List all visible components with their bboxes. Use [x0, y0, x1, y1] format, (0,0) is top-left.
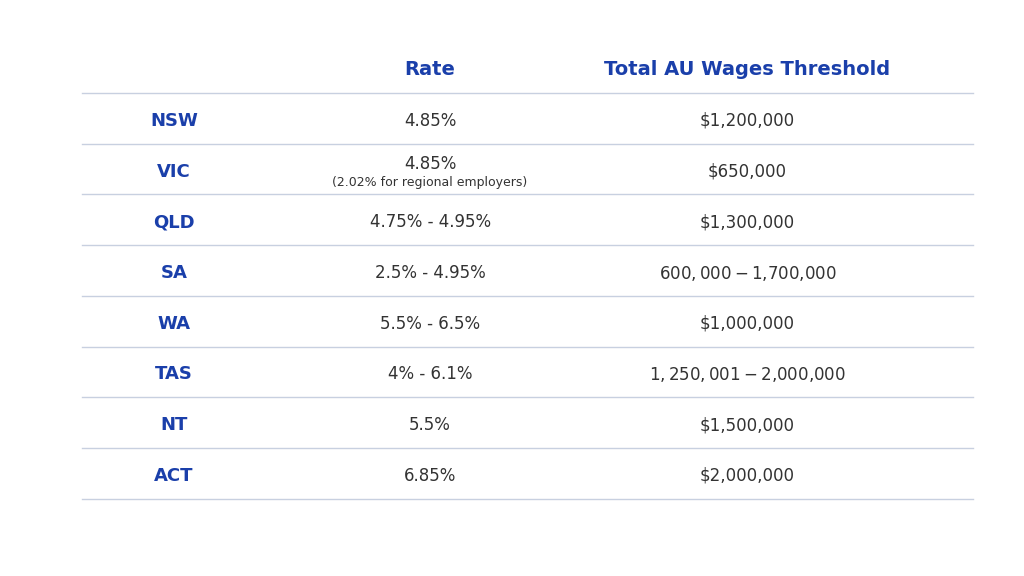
Text: $1,250,001 - $2,000,000: $1,250,001 - $2,000,000: [649, 365, 846, 384]
Text: 4.85%: 4.85%: [403, 112, 457, 130]
Text: 2.5% - 4.95%: 2.5% - 4.95%: [375, 264, 485, 282]
Text: 4% - 6.1%: 4% - 6.1%: [388, 365, 472, 384]
Text: WA: WA: [158, 314, 190, 333]
Text: Rate: Rate: [404, 60, 456, 78]
Text: NSW: NSW: [151, 112, 198, 130]
Text: SA: SA: [161, 264, 187, 282]
Text: Total AU Wages Threshold: Total AU Wages Threshold: [604, 60, 891, 78]
Text: 4.85%: 4.85%: [403, 154, 457, 173]
Text: $650,000: $650,000: [708, 162, 787, 181]
Text: TAS: TAS: [156, 365, 193, 384]
Text: $1,300,000: $1,300,000: [700, 213, 795, 232]
Text: 5.5%: 5.5%: [410, 416, 451, 434]
Text: VIC: VIC: [158, 162, 190, 181]
Text: 5.5% - 6.5%: 5.5% - 6.5%: [380, 314, 480, 333]
Text: 4.75% - 4.95%: 4.75% - 4.95%: [370, 213, 490, 232]
Text: QLD: QLD: [154, 213, 195, 232]
Text: $1,500,000: $1,500,000: [700, 416, 795, 434]
Text: (2.02% for regional employers): (2.02% for regional employers): [333, 176, 527, 188]
Text: 6.85%: 6.85%: [403, 467, 457, 485]
Text: $1,000,000: $1,000,000: [700, 314, 795, 333]
Text: $600,000 - $1,700,000: $600,000 - $1,700,000: [658, 264, 837, 282]
Text: $2,000,000: $2,000,000: [700, 467, 795, 485]
Text: NT: NT: [161, 416, 187, 434]
Text: ACT: ACT: [155, 467, 194, 485]
Text: $1,200,000: $1,200,000: [700, 112, 795, 130]
